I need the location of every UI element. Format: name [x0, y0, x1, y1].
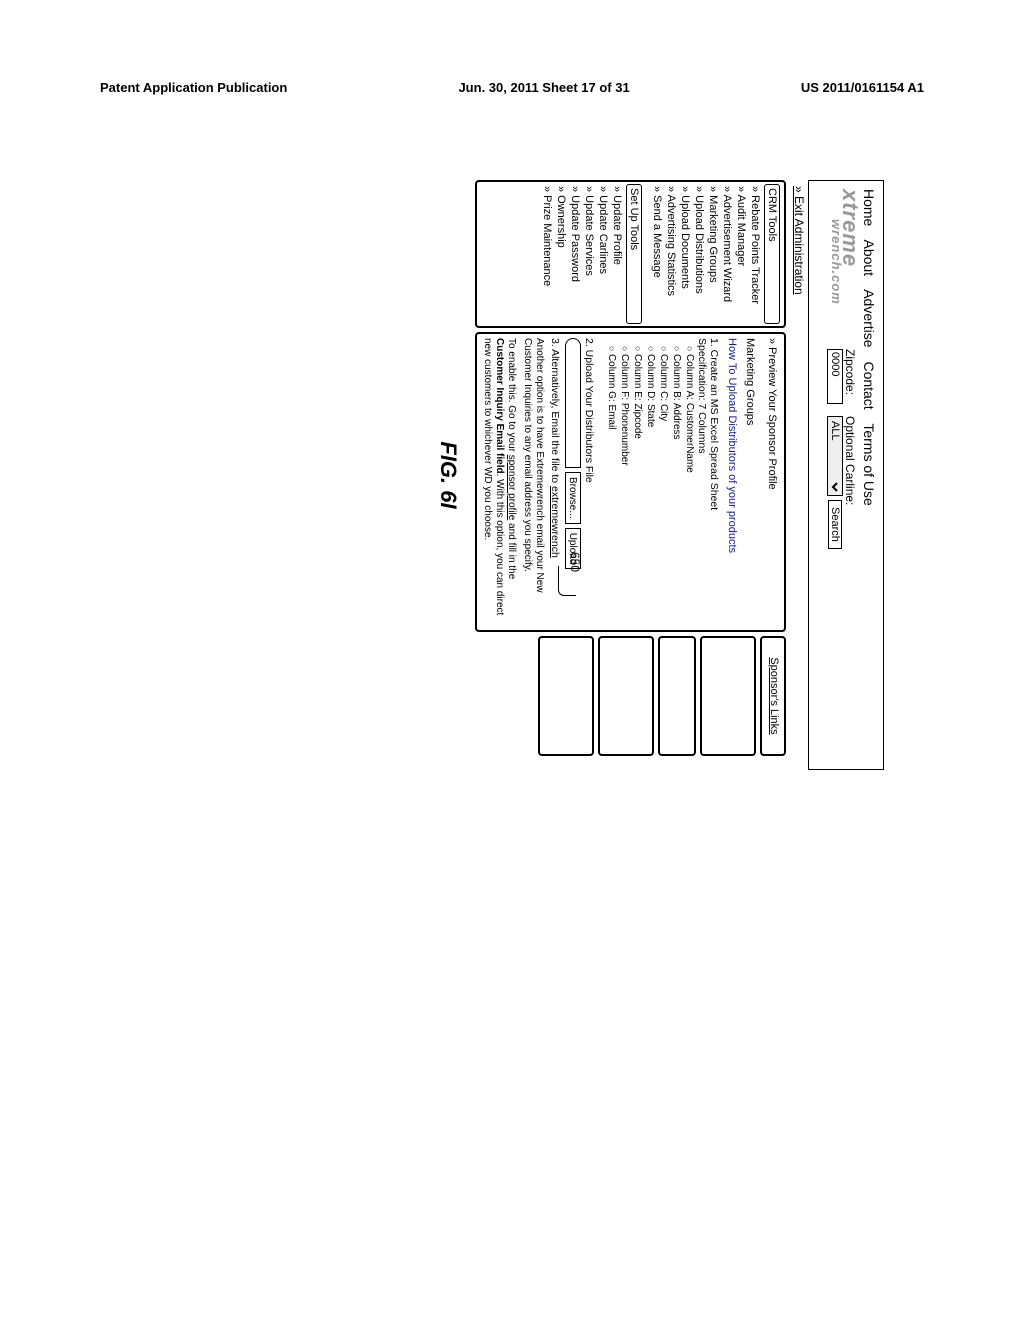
p2a: To enable this. Go to your: [506, 338, 517, 455]
marketing-groups-title: Marketing Groups: [744, 338, 756, 626]
header-row: xtreme wrench.com Zipcode: Optional Carl…: [813, 185, 859, 765]
logo-line2: wrench.com: [829, 219, 843, 339]
app-frame: Home About Advertise Contact Terms of Us…: [808, 180, 884, 770]
sidebar-item[interactable]: » Send a Message: [650, 184, 664, 324]
search-box: Zipcode: Optional Carline: ALL Search: [827, 349, 857, 549]
preview-sponsor-link[interactable]: » Preview Your Sponsor Profile: [760, 338, 780, 626]
browse-button[interactable]: Browse...: [565, 472, 581, 524]
ad-box: [598, 636, 654, 756]
page-header: Patent Application Publication Jun. 30, …: [0, 0, 1024, 105]
sidebar-item[interactable]: » Rebate Points Tracker: [748, 184, 762, 324]
sidebar-item[interactable]: » Update Profile: [610, 184, 624, 324]
right-column: Sponsor's Links: [475, 636, 786, 756]
main-area: CRM Tools » Rebate Points Tracker » Audi…: [475, 180, 786, 770]
sidebar-item[interactable]: » Upload Documents: [678, 184, 692, 324]
howto-title: How To Upload Distributors of your produ…: [726, 338, 738, 626]
figure-rotated-container: Home About Advertise Contact Terms of Us…: [217, 103, 807, 847]
step2: 2. Upload Your Distributors File: [583, 338, 595, 626]
col-spec: Column A: CustomerName: [683, 346, 696, 626]
step1: 1. Create an MS Excel Spread Sheet Speci…: [696, 338, 720, 626]
sidebar-item[interactable]: » Advertisement Wizard: [720, 184, 734, 324]
option-paragraph-1: Another option is to have Extremewrench …: [521, 338, 545, 626]
logo-line1: xtreme: [843, 189, 857, 339]
ad-box: [658, 636, 696, 756]
step3-text: 3. Alternatively, Email the file to: [549, 338, 561, 486]
option-paragraph-2: To enable this. Go to your sponsor profi…: [481, 338, 517, 626]
pub-left: Patent Application Publication: [100, 80, 287, 95]
p2b: and fill in the: [506, 520, 517, 579]
sponsors-links-box[interactable]: Sponsor's Links: [760, 636, 786, 756]
sidebar-item[interactable]: » Update Carlines: [596, 184, 610, 324]
sidebar-item[interactable]: » Marketing Groups: [706, 184, 720, 324]
sponsor-profile-link[interactable]: sponsor profile: [506, 455, 517, 521]
col-spec: Column E: Zipcode: [631, 346, 644, 626]
nav-home[interactable]: Home: [861, 189, 877, 226]
top-nav: Home About Advertise Contact Terms of Us…: [859, 185, 879, 765]
sidebar-item[interactable]: » Prize Maintenance: [540, 184, 554, 324]
ad-box: [538, 636, 594, 756]
sidebar: CRM Tools » Rebate Points Tracker » Audi…: [475, 180, 786, 328]
step1-line-a: 1. Create an MS Excel Spread Sheet: [708, 338, 720, 626]
zip-label: Zipcode:: [843, 349, 857, 404]
sidebar-item[interactable]: » Update Services: [582, 184, 596, 324]
nav-about[interactable]: About: [861, 239, 877, 276]
file-field[interactable]: [565, 338, 581, 468]
col-spec: Column C: City: [657, 346, 670, 626]
logo: xtreme wrench.com: [819, 189, 857, 339]
sidebar-item[interactable]: » Update Password: [568, 184, 582, 324]
sidebar-head-setup: Set Up Tools: [626, 184, 642, 324]
center-column: » Preview Your Sponsor Profile Marketing…: [475, 332, 786, 632]
carline-select[interactable]: ALL: [827, 416, 843, 496]
exit-admin-link[interactable]: » Exit Administration: [790, 180, 808, 770]
column-spec-list: Column A: CustomerName Column B: Address…: [605, 346, 696, 626]
col-spec: Column F: Phonenumber: [618, 346, 631, 626]
carline-label: Optional Carline:: [843, 416, 857, 549]
ad-box: [700, 636, 756, 756]
nav-contact[interactable]: Contact: [861, 361, 877, 409]
sidebar-item[interactable]: » Audit Manager: [734, 184, 748, 324]
step3-link[interactable]: extremewrench: [549, 486, 561, 558]
figure-label: FIG. 6I: [435, 180, 461, 770]
sidebar-item[interactable]: » Advertising Statistics: [664, 184, 678, 324]
nav-advertise[interactable]: Advertise: [861, 289, 877, 347]
col-spec: Column D: State: [644, 346, 657, 626]
sidebar-head-crm: CRM Tools: [764, 184, 780, 324]
pub-center: Jun. 30, 2011 Sheet 17 of 31: [458, 80, 629, 95]
sidebar-item[interactable]: » Upload Distributions: [692, 184, 706, 324]
nav-terms[interactable]: Terms of Use: [861, 423, 877, 505]
step1-line-b: Specification: 7 Columns: [696, 338, 708, 626]
pub-right: US 2011/0161154 A1: [801, 80, 924, 95]
search-button[interactable]: Search: [828, 500, 842, 549]
col-spec: Column B: Address: [670, 346, 683, 626]
p2-bold: Customer Inquiry Email field: [494, 338, 505, 474]
callout-line: [558, 566, 576, 596]
sidebar-item[interactable]: » Ownership: [554, 184, 568, 324]
zip-input[interactable]: [827, 349, 843, 404]
col-spec: Column G: Email: [605, 346, 618, 626]
